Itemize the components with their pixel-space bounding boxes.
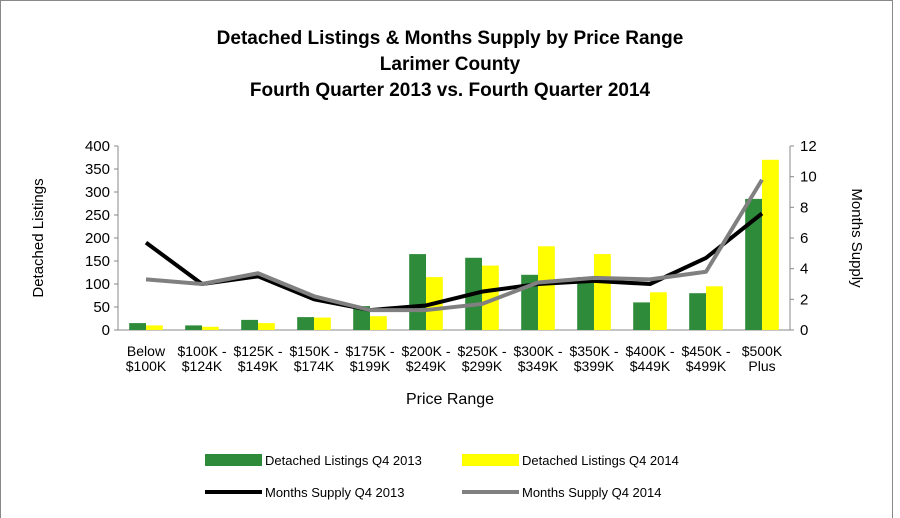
y2-tick-label: 2 bbox=[800, 291, 808, 308]
bar bbox=[633, 302, 650, 330]
y-tick-label: 150 bbox=[85, 253, 110, 270]
bar bbox=[185, 325, 202, 330]
chart-title: Larimer County bbox=[380, 54, 521, 75]
bar bbox=[129, 323, 146, 330]
x-tick-label: Below bbox=[127, 343, 166, 359]
chart-title: Fourth Quarter 2013 vs. Fourth Quarter 2… bbox=[250, 80, 651, 101]
x-tick-label: $299K bbox=[462, 358, 503, 374]
bar bbox=[538, 246, 555, 330]
bar bbox=[745, 198, 762, 330]
bar bbox=[706, 286, 723, 330]
bar bbox=[482, 265, 499, 330]
bar bbox=[202, 326, 219, 330]
y-tick-label: 200 bbox=[85, 230, 110, 247]
bar bbox=[370, 316, 387, 330]
x-tick-label: $499K bbox=[686, 358, 727, 374]
legend-label: Detached Listings Q4 2014 bbox=[522, 453, 679, 468]
bar bbox=[689, 293, 706, 330]
x-tick-label: $125K - bbox=[233, 343, 282, 359]
y-tick-label: 0 bbox=[102, 322, 110, 339]
y2-tick-label: 0 bbox=[800, 322, 808, 339]
legend-label: Detached Listings Q4 2013 bbox=[265, 453, 422, 468]
bar bbox=[241, 319, 258, 330]
x-tick-label: $300K - bbox=[513, 343, 562, 359]
x-tick-label: $199K bbox=[350, 358, 391, 374]
x-tick-label: $100K bbox=[126, 358, 167, 374]
y-tick-label: 300 bbox=[85, 184, 110, 201]
line bbox=[145, 178, 764, 313]
y2-tick-label: 12 bbox=[800, 138, 817, 155]
x-tick-label: $500K bbox=[742, 343, 783, 359]
x-tick-label: $400K - bbox=[625, 343, 674, 359]
bar bbox=[409, 254, 426, 330]
x-axis-title: Price Range bbox=[406, 391, 494, 408]
legend-label: Months Supply Q4 2014 bbox=[522, 485, 661, 500]
bar bbox=[258, 323, 275, 330]
y-tick-label: 100 bbox=[85, 276, 110, 293]
y2-axis-title: Months Supply bbox=[848, 188, 865, 288]
x-tick-label: $449K bbox=[630, 358, 671, 374]
x-tick-label: $174K bbox=[294, 358, 335, 374]
x-tick-label: $175K - bbox=[345, 343, 394, 359]
legend-swatch bbox=[462, 454, 519, 466]
chart-title: Detached Listings & Months Supply by Pri… bbox=[217, 28, 684, 49]
y2-tick-label: 10 bbox=[800, 169, 817, 186]
bar bbox=[146, 325, 163, 330]
x-tick-label: $450K - bbox=[681, 343, 730, 359]
y-tick-label: 350 bbox=[85, 161, 110, 178]
x-tick-label: $349K bbox=[518, 358, 559, 374]
y-tick-label: 250 bbox=[85, 207, 110, 224]
x-tick-label: $124K bbox=[182, 358, 223, 374]
x-tick-label: $150K - bbox=[289, 343, 338, 359]
y-tick-label: 400 bbox=[85, 138, 110, 155]
bar bbox=[650, 292, 667, 330]
x-tick-label: $149K bbox=[238, 358, 279, 374]
y2-tick-label: 4 bbox=[800, 261, 808, 278]
y-axis-title: Detached Listings bbox=[30, 178, 47, 297]
x-tick-label: Plus bbox=[748, 358, 775, 374]
x-tick-label: $249K bbox=[406, 358, 447, 374]
bar bbox=[353, 306, 370, 330]
y2-tick-label: 8 bbox=[800, 199, 808, 216]
bar bbox=[297, 317, 314, 330]
bar bbox=[594, 254, 611, 330]
x-tick-label: $100K - bbox=[177, 343, 226, 359]
x-tick-label: $399K bbox=[574, 358, 615, 374]
bar bbox=[577, 277, 594, 330]
bar bbox=[314, 317, 331, 330]
bar bbox=[762, 159, 779, 330]
legend-swatch bbox=[205, 454, 262, 466]
y-tick-label: 50 bbox=[93, 299, 110, 316]
x-tick-label: $200K - bbox=[401, 343, 450, 359]
legend-label: Months Supply Q4 2013 bbox=[265, 485, 404, 500]
x-tick-label: $250K - bbox=[457, 343, 506, 359]
x-tick-label: $350K - bbox=[569, 343, 618, 359]
y2-tick-label: 6 bbox=[800, 230, 808, 247]
